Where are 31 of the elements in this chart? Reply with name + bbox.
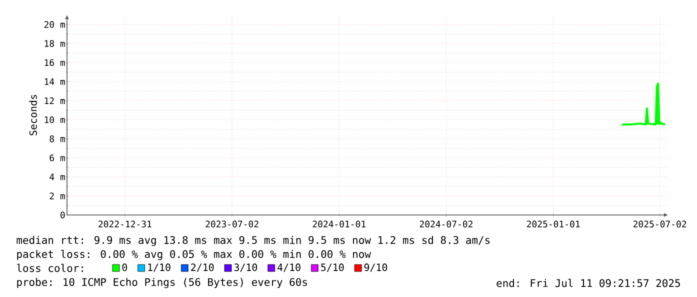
legend-label: 4/10	[278, 264, 300, 272]
y-tick-label: 20 m	[44, 21, 65, 28]
y-tick-label: 0	[60, 212, 65, 218]
x-tick-label: 2023-07-02	[206, 220, 258, 228]
y-tick-label: 10 m	[44, 116, 65, 124]
legend-label: 2/10	[191, 264, 214, 272]
x-tick-label: 2025-07-02	[634, 220, 686, 228]
y-axis-title: Seconds	[29, 94, 37, 136]
legend-title: loss color:	[17, 264, 83, 272]
legend-label: 3/10	[234, 264, 258, 272]
y-tick-label: 16 m	[44, 59, 65, 66]
text: end: Fri Jul 11 09:21:57 2025	[496, 278, 680, 288]
x-tick-label: 2025-01-01	[526, 220, 580, 228]
y-tick-label: 8 m	[50, 135, 65, 142]
line-series	[620, 82, 666, 126]
y-tick-label: 4 m	[50, 174, 65, 180]
text: median rtt: 9.9 ms avg 13.8 ms max 9.5 ms min 9.5 ms now 1.2 ms sd 8.3 am/s	[16, 236, 490, 246]
x-tick-label: 2022-12-31	[98, 220, 152, 228]
y-tick-label: 18 m	[44, 40, 65, 47]
text: packet loss: 0.00 % avg 0.05 % max 0.00 % min 0.00 % now	[17, 250, 371, 260]
x-tick-label: 2024-07-02	[420, 220, 472, 228]
y-tick-label: 2 m	[50, 192, 65, 200]
y-tick-label: 14 m	[44, 78, 65, 85]
legend-label: 1/10	[148, 264, 170, 272]
legend-label: 5/10	[321, 264, 344, 272]
x-tick-label: 2024-01-01	[312, 220, 366, 228]
legend-label: 0	[122, 264, 128, 272]
text: probe: 10 ICMP Echo Pings (56 Bytes) every 60s	[17, 278, 307, 288]
y-tick-label: 12 m	[44, 97, 65, 104]
y-tick-label: 6 m	[50, 154, 65, 162]
legend-label: 9/10	[364, 264, 388, 272]
